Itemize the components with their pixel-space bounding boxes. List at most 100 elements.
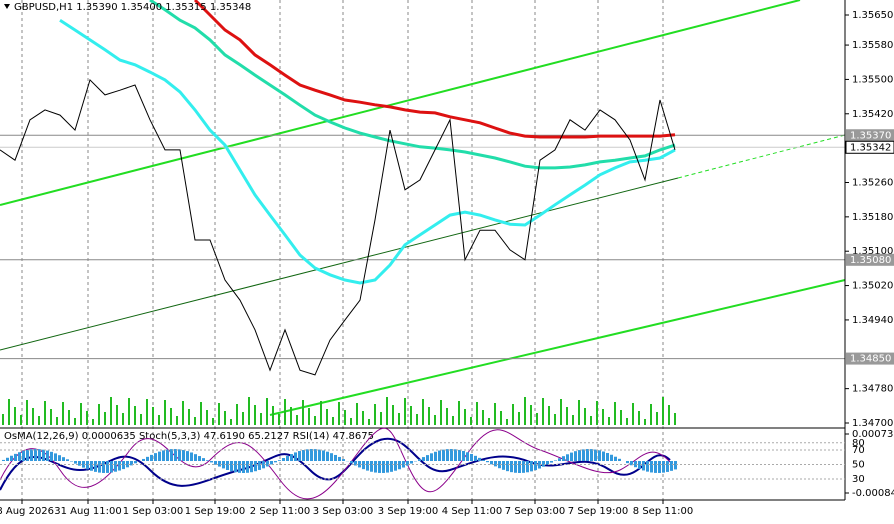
price-level-label: 1.34850 (850, 354, 891, 365)
osma-bar (174, 449, 177, 461)
volume-bar (512, 404, 514, 425)
volume-bar (524, 397, 526, 425)
osma-bar (454, 449, 457, 461)
osma-bar (258, 461, 261, 470)
osma-bar (182, 450, 185, 461)
volume-bar (506, 419, 508, 425)
osma-bar (418, 459, 421, 461)
osma-bar (562, 456, 565, 461)
osma-bar (398, 461, 401, 470)
volume-bar (434, 415, 436, 425)
osma-bar (434, 451, 437, 461)
osma-tick-label: -0.00084577 (852, 488, 894, 499)
volume-bar (116, 405, 118, 425)
time-label: 4 Sep 11:00 (442, 506, 502, 517)
osma-bar (126, 461, 129, 468)
volume-bar (668, 405, 670, 425)
osma-bar (170, 449, 173, 461)
osma-bar (214, 461, 217, 465)
osma-bar (426, 455, 429, 461)
osma-bar (650, 461, 653, 473)
volume-bar (74, 418, 76, 425)
osma-bar (322, 450, 325, 461)
osma-bar (442, 449, 445, 461)
time-label: 2 Sep 11:00 (250, 506, 310, 517)
volume-bar (266, 398, 268, 425)
volume-bar (314, 416, 316, 425)
volume-bar (356, 403, 358, 425)
osma-bar (638, 461, 641, 469)
volume-bar (44, 401, 46, 425)
volume-bar (500, 411, 502, 425)
osma-bar (66, 459, 69, 461)
osma-bar (38, 449, 41, 461)
volume-bar (560, 399, 562, 425)
osma-bar (674, 461, 677, 470)
volume-bar (374, 404, 376, 425)
osma-bar (74, 461, 77, 464)
volume-bar (200, 402, 202, 425)
osma-bar (598, 450, 601, 461)
osma-bar (94, 461, 97, 472)
osma-bar (378, 461, 381, 473)
osma-bar (450, 449, 453, 461)
volume-bar (308, 408, 310, 425)
volume-bar (254, 405, 256, 425)
osma-bar (554, 460, 557, 461)
osma-bar (410, 461, 413, 464)
osma-bar (202, 458, 205, 461)
volume-bar (422, 399, 424, 425)
time-label: 1 Sep 19:00 (185, 506, 245, 517)
osma-bar (246, 461, 249, 473)
osma-bar (186, 451, 189, 461)
level-tick-label: 50 (852, 460, 865, 471)
volume-bar (608, 417, 610, 425)
osma-bar (22, 450, 25, 461)
volume-bar (620, 410, 622, 425)
osma-bar (550, 461, 553, 463)
volume-bar (626, 418, 628, 425)
osma-bar (206, 460, 209, 461)
osma-bar (46, 450, 49, 461)
volume-bar (8, 399, 10, 425)
volume-bar (530, 405, 532, 425)
osma-bar (110, 461, 113, 473)
menu-arrow[interactable] (4, 4, 10, 9)
osma-bar (590, 449, 593, 461)
volume-bar (566, 407, 568, 425)
volume-bar (542, 398, 544, 425)
volume-bar (104, 412, 106, 425)
level-tick-label: 80 (852, 438, 865, 449)
osma-bar (222, 461, 225, 469)
osma-bar (18, 452, 21, 461)
osma-bar (490, 461, 493, 465)
osma-bar (478, 457, 481, 461)
osma-bar (402, 461, 405, 468)
osma-bar (498, 461, 501, 469)
osma-bar (474, 455, 477, 461)
volume-bar (284, 399, 286, 425)
osma-bar (6, 457, 9, 461)
osma-bar (526, 461, 529, 473)
volume-bar (404, 398, 406, 425)
osma-bar (486, 461, 489, 463)
osma-bar (30, 449, 33, 461)
osma-bar (626, 461, 629, 464)
price-level-box (846, 253, 894, 266)
osma-bar (2, 459, 5, 461)
osma-bar (606, 453, 609, 461)
volume-bar (122, 413, 124, 425)
osma-bar (118, 461, 121, 471)
time-label: 31 Aug 11:00 (54, 506, 121, 517)
price-lines (0, 0, 676, 376)
osma-bar (530, 461, 533, 472)
osma-bar (210, 461, 213, 463)
volume-bar (98, 404, 100, 425)
ma-cyan (59, 18, 676, 285)
osma-bar (438, 450, 441, 461)
osma-bar (422, 457, 425, 461)
osma-bar (270, 461, 273, 465)
osma-bar (122, 461, 125, 470)
osma-bar (330, 453, 333, 461)
volume-bar (290, 407, 292, 425)
